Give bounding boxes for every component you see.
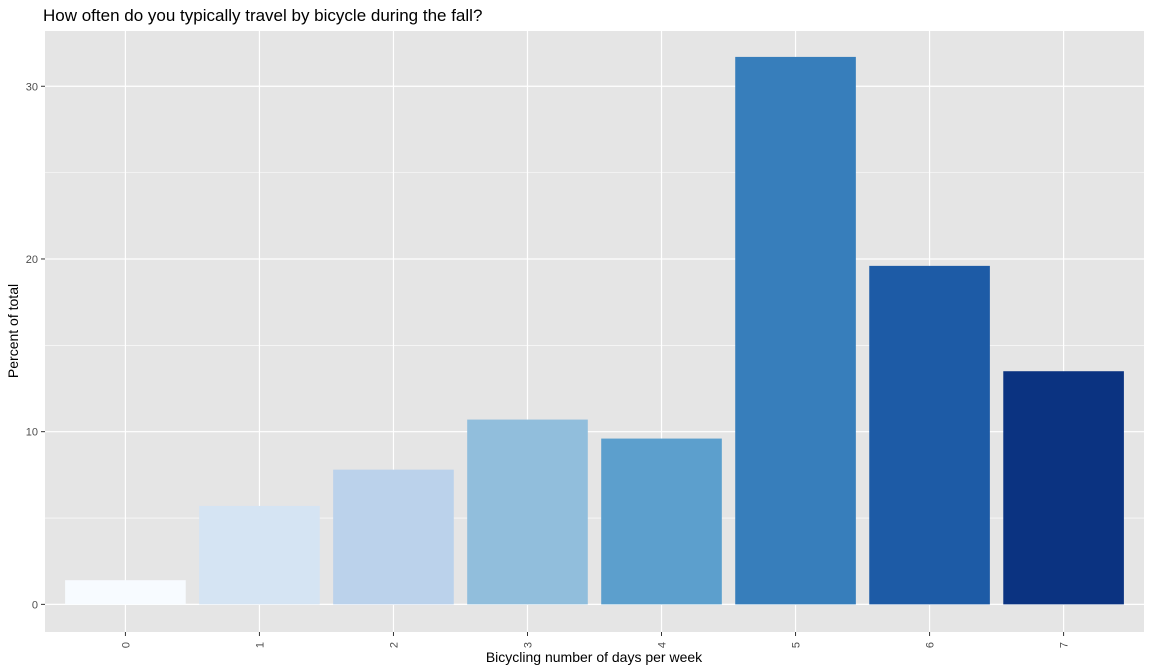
y-tick-label: 0 — [32, 599, 38, 611]
bars — [65, 56, 1124, 605]
chart-title: How often do you typically travel by bic… — [43, 6, 482, 25]
y-axis: 0 10 20 30 — [26, 81, 45, 611]
x-tick-label: 2 — [388, 642, 400, 648]
bar-2 — [333, 469, 454, 605]
x-tick-label: 1 — [254, 642, 266, 648]
x-tick-label: 3 — [522, 642, 534, 648]
x-tick-label: 7 — [1059, 642, 1071, 648]
bar-0 — [65, 580, 186, 605]
bar-5 — [735, 56, 856, 605]
y-tick-label: 10 — [26, 427, 38, 439]
bar-1 — [199, 505, 320, 605]
x-axis-title: Bicycling number of days per week — [486, 649, 703, 665]
x-tick-label: 4 — [657, 642, 669, 648]
y-tick-label: 20 — [26, 254, 38, 266]
bar-4 — [601, 438, 722, 605]
bar-7 — [1003, 371, 1124, 605]
x-axis: 0 1 2 3 4 5 6 7 — [120, 632, 1071, 648]
bar-3 — [467, 419, 588, 605]
y-tick-label: 30 — [26, 81, 38, 93]
x-tick-label: 6 — [925, 642, 937, 648]
bar-6 — [869, 265, 990, 605]
y-axis-title: Percent of total — [5, 284, 21, 378]
x-tick-label: 0 — [120, 642, 132, 648]
x-tick-label: 5 — [791, 642, 803, 648]
